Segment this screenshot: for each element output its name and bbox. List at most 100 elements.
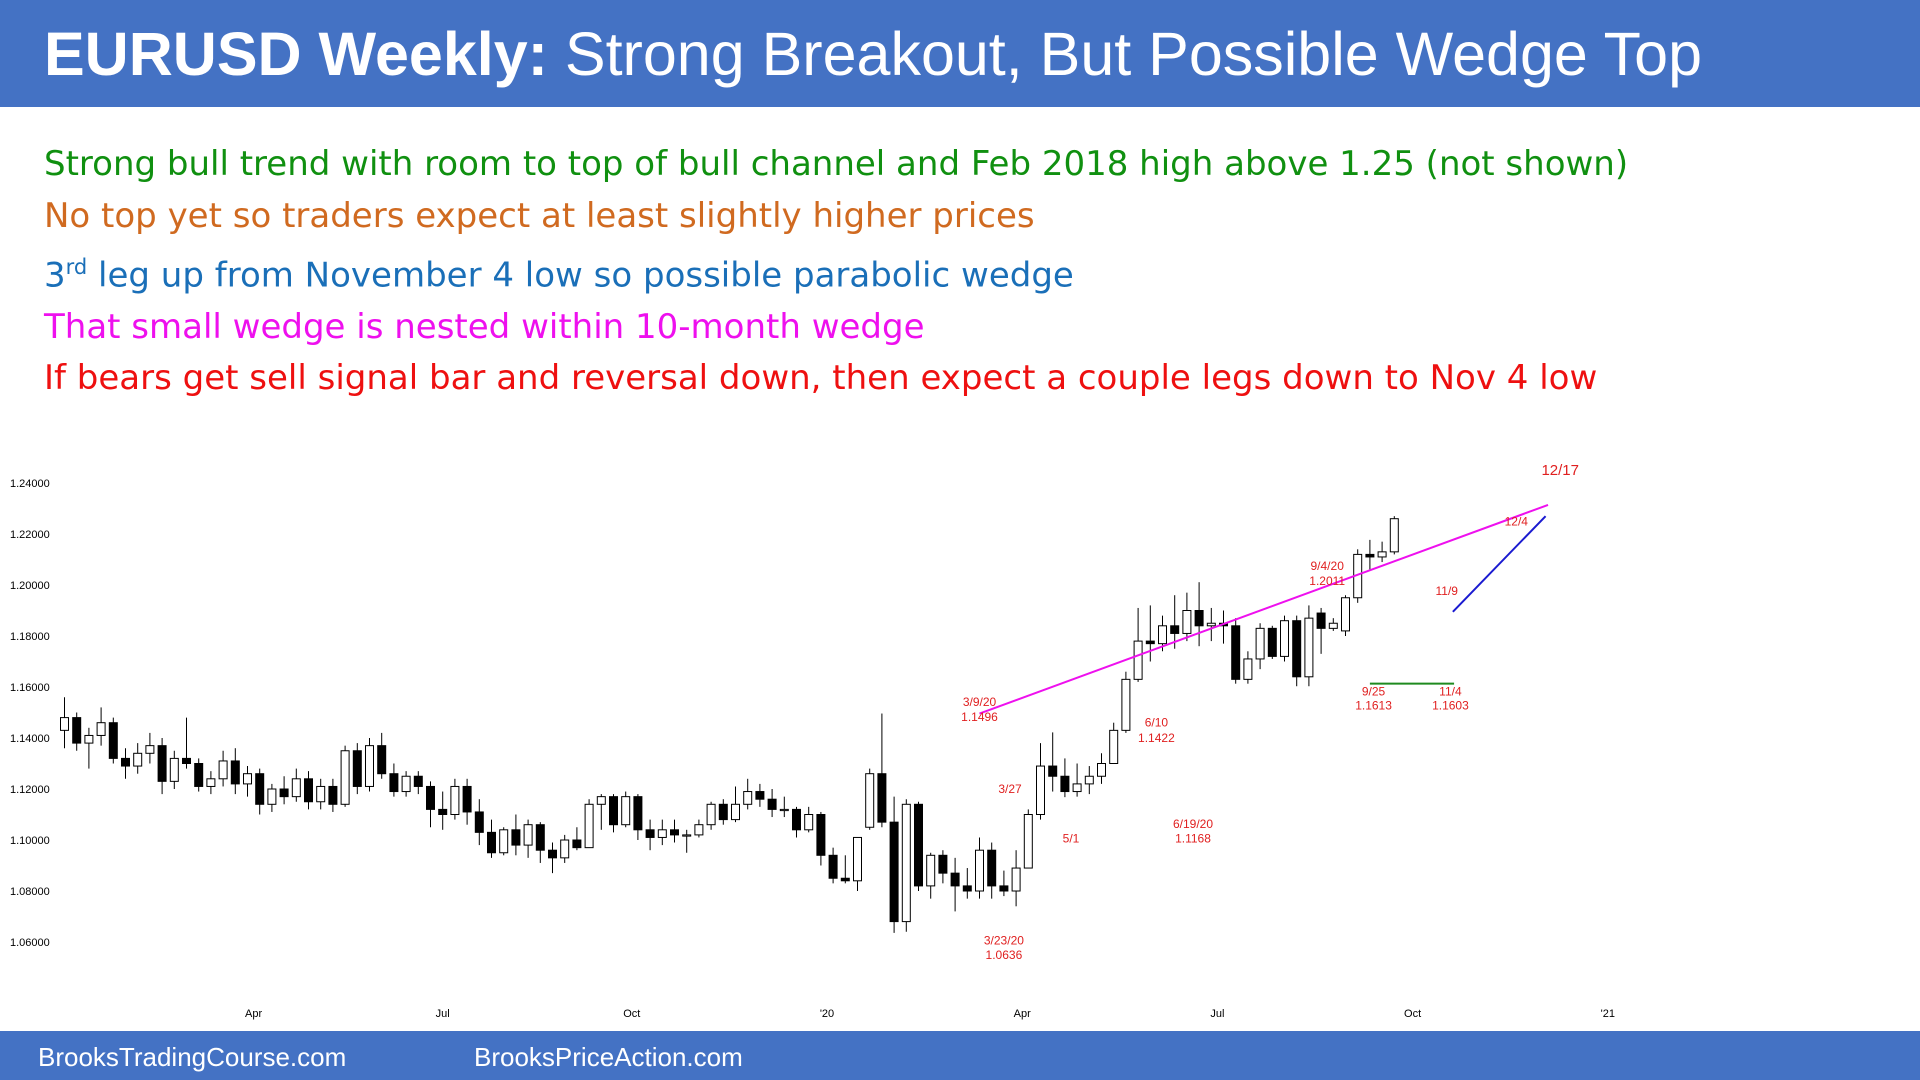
candle bbox=[792, 806, 801, 838]
price-annotation: 5/1 bbox=[1063, 832, 1080, 846]
bull-candle-body bbox=[804, 814, 814, 831]
bull-candle-body bbox=[365, 745, 374, 787]
bear-candle-body bbox=[72, 717, 82, 744]
bull-candle-body bbox=[1341, 597, 1350, 632]
candle bbox=[584, 799, 594, 849]
bear-candle-body bbox=[1060, 775, 1070, 793]
candle bbox=[1182, 592, 1192, 642]
x-axis: Apr Jul Oct '20 Apr Jul Oct '21 bbox=[245, 1008, 1615, 1020]
candle bbox=[60, 697, 69, 749]
bull-candle-body bbox=[291, 778, 301, 798]
bear-candle-body bbox=[230, 760, 240, 785]
candle bbox=[1048, 732, 1058, 792]
bull-candle-body bbox=[340, 750, 350, 805]
bull-candle-body bbox=[1389, 518, 1399, 553]
bullet-superscript: rd bbox=[65, 255, 88, 279]
candle bbox=[1341, 595, 1350, 636]
bull-candle-body bbox=[1036, 765, 1045, 815]
candle bbox=[291, 768, 301, 802]
x-tick-label: Jul bbox=[436, 1008, 450, 1020]
candle bbox=[72, 712, 82, 751]
bullet-line: No top yet so traders expect at least sl… bbox=[44, 191, 1628, 243]
price-annotation: 6/19/20 bbox=[1173, 817, 1213, 831]
bullet-text: That small wedge is nested within 10-mon… bbox=[44, 306, 925, 347]
candle bbox=[657, 819, 667, 846]
price-annotation: 1.1613 bbox=[1355, 699, 1392, 713]
y-axis: 1.24000 1.22000 1.20000 1.18000 1.16000 1.140… bbox=[10, 478, 50, 949]
candle bbox=[1255, 623, 1265, 670]
bear-candle-body bbox=[828, 854, 838, 879]
candle bbox=[828, 847, 838, 884]
bull-candle-body bbox=[1158, 625, 1167, 645]
candle bbox=[609, 794, 618, 833]
candle bbox=[499, 827, 509, 856]
bear-candle-body bbox=[1194, 610, 1204, 627]
bear-candle-body bbox=[474, 811, 484, 833]
footer-link-brookstradingcourse[interactable]: BrooksTradingCourse.com bbox=[38, 1042, 347, 1072]
bear-candle-body bbox=[255, 773, 265, 805]
bear-candle-body bbox=[718, 803, 728, 821]
candle bbox=[145, 732, 155, 764]
candle bbox=[511, 814, 521, 856]
x-tick-label: Oct bbox=[1404, 1008, 1421, 1020]
price-annotation: 1.1168 bbox=[1175, 831, 1211, 845]
bear-candle-body bbox=[108, 722, 118, 759]
candle bbox=[1023, 809, 1033, 869]
price-annotation: 9/4/20 bbox=[1311, 559, 1345, 573]
candle bbox=[621, 791, 631, 828]
bear-candle-body bbox=[1292, 620, 1302, 678]
bull-candle-body bbox=[133, 752, 143, 767]
bull-candle-body bbox=[206, 778, 216, 787]
bullet-list: Strong bull trend with room to top of bu… bbox=[44, 139, 1628, 405]
price-annotation: 3/9/20 bbox=[963, 695, 997, 709]
candle bbox=[1328, 618, 1338, 631]
bull-candle-body bbox=[1133, 640, 1143, 680]
bear-candle-body bbox=[609, 796, 618, 826]
y-tick-label: 1.14000 bbox=[10, 733, 50, 745]
bull-candle-body bbox=[1280, 620, 1289, 657]
bear-candle-body bbox=[1170, 625, 1180, 634]
bear-candle-body bbox=[279, 788, 289, 798]
bear-candle-body bbox=[121, 757, 130, 767]
candle bbox=[962, 868, 972, 899]
y-tick-label: 1.24000 bbox=[10, 478, 50, 490]
bear-candle-body bbox=[670, 829, 679, 836]
bull-candle-body bbox=[145, 745, 155, 754]
candle bbox=[328, 778, 338, 812]
price-annotation: 9/25 bbox=[1362, 684, 1386, 698]
price-annotation: 1.0636 bbox=[986, 948, 1023, 962]
bear-candle-body bbox=[1267, 627, 1277, 657]
bear-candle-body bbox=[462, 785, 472, 813]
candle bbox=[914, 801, 923, 891]
candle bbox=[840, 855, 850, 884]
bull-candle-body bbox=[243, 773, 252, 785]
candle bbox=[96, 707, 106, 746]
y-tick-label: 1.08000 bbox=[10, 886, 50, 898]
candle bbox=[682, 829, 692, 853]
bull-candle-body bbox=[60, 717, 69, 731]
x-tick-label: Apr bbox=[1014, 1008, 1031, 1020]
bear-candle-body bbox=[1231, 625, 1241, 680]
price-annotation: 11/4 bbox=[1439, 684, 1462, 698]
bear-candle-body bbox=[511, 829, 521, 846]
bull-candle-body bbox=[657, 829, 667, 838]
bull-candle-body bbox=[682, 834, 692, 837]
candle bbox=[206, 771, 216, 795]
bullet-line: If bears get sell signal bar and reversa… bbox=[44, 353, 1628, 405]
slide-title-bold: EURUSD Weekly: bbox=[44, 20, 548, 88]
candle bbox=[731, 786, 740, 823]
bullet-prefix: 3 bbox=[44, 255, 66, 296]
candle bbox=[255, 768, 265, 815]
candle bbox=[804, 806, 814, 833]
candle bbox=[572, 827, 582, 851]
annotations: 3/9/201.1496 3/27 3/23/201.0636 5/1 6/101.14… bbox=[961, 462, 1579, 962]
x-tick-label: Jul bbox=[1210, 1008, 1224, 1020]
slide-title-rest: Strong Breakout, But Possible Wedge Top bbox=[547, 20, 1703, 88]
candle bbox=[389, 763, 399, 797]
bull-candle-body bbox=[1304, 617, 1314, 678]
y-tick-label: 1.20000 bbox=[10, 580, 50, 592]
candle bbox=[1389, 516, 1399, 555]
candle bbox=[1072, 763, 1082, 797]
bull-candle-body bbox=[1084, 775, 1094, 785]
footer-link-brookspriceaction[interactable]: BrooksPriceAction.com bbox=[474, 1042, 743, 1072]
